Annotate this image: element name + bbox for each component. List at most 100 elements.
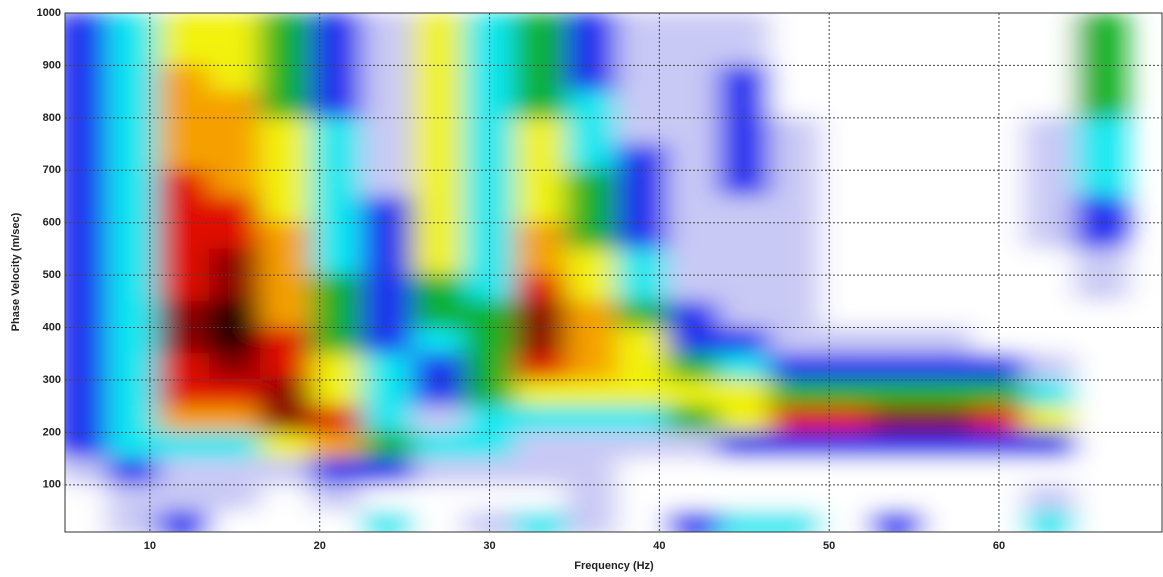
y-tick-label: 800 xyxy=(43,112,61,124)
heatmap-cell xyxy=(310,222,363,250)
heatmap-cell xyxy=(667,222,720,250)
heatmap-cell xyxy=(65,431,108,460)
heatmap-cell xyxy=(718,431,771,460)
heatmap-cell xyxy=(310,300,363,329)
heatmap-cell xyxy=(157,222,210,250)
plot-frame xyxy=(64,12,1163,533)
heatmap-cell xyxy=(922,117,975,145)
heatmap-cell xyxy=(106,274,159,302)
heatmap-cell xyxy=(1074,248,1127,276)
heatmap-cell xyxy=(157,169,210,197)
heatmap-cell xyxy=(259,117,312,145)
heatmap-cell xyxy=(208,248,261,276)
heatmap-cell xyxy=(616,195,669,224)
heatmap-cell xyxy=(208,458,261,486)
heatmap-cell xyxy=(65,327,108,355)
heatmap-cell xyxy=(1023,379,1076,407)
heatmap-cell xyxy=(667,405,720,433)
heatmap-cell xyxy=(718,117,771,145)
heatmap-cell xyxy=(616,91,669,119)
heatmap-cell xyxy=(208,38,261,66)
heatmap-cell xyxy=(310,117,363,145)
heatmap-cell xyxy=(565,64,618,93)
heatmap-cell xyxy=(65,64,108,93)
heatmap-cell xyxy=(565,91,618,119)
heatmap-cell xyxy=(718,274,771,302)
heatmap-cell xyxy=(157,510,210,532)
heatmap-cell xyxy=(718,64,771,93)
heatmap-cell xyxy=(361,91,414,119)
heatmap-cell xyxy=(412,143,465,171)
heatmap-cell xyxy=(65,195,108,224)
heatmap-cell xyxy=(514,353,567,381)
heatmap-cell xyxy=(412,379,465,407)
heatmap-cell xyxy=(157,117,210,145)
heatmap-cell xyxy=(412,64,465,93)
y-tick-label: 900 xyxy=(43,59,61,71)
heatmap-cell xyxy=(361,248,414,276)
heatmap-cell xyxy=(310,143,363,171)
heatmap-cell xyxy=(769,248,822,276)
heatmap-cell xyxy=(310,431,363,460)
heatmap-cell xyxy=(65,222,108,250)
x-tick-label: 50 xyxy=(823,540,835,552)
heatmap-cell xyxy=(718,38,771,66)
heatmap-cell xyxy=(106,405,159,433)
heatmap-cell xyxy=(922,195,975,224)
heatmap-cell xyxy=(412,195,465,224)
heatmap-cell xyxy=(310,405,363,433)
heatmap-cell xyxy=(106,13,159,40)
heatmap-cell xyxy=(412,91,465,119)
heatmap-cell xyxy=(514,379,567,407)
heatmap-cell xyxy=(412,484,465,512)
heatmap-cell xyxy=(616,484,669,512)
x-tick-label: 10 xyxy=(144,540,156,552)
heatmap-cell xyxy=(1023,431,1076,460)
heatmap-cell xyxy=(106,510,159,532)
heatmap-cell xyxy=(565,484,618,512)
heatmap-cell xyxy=(106,91,159,119)
heatmap-cell xyxy=(514,405,567,433)
heatmap-cell xyxy=(106,222,159,250)
heatmap-cell xyxy=(514,327,567,355)
heatmap-cell xyxy=(1074,379,1127,407)
x-tick-label: 40 xyxy=(653,540,665,552)
heatmap-cell xyxy=(616,274,669,302)
heatmap-cell xyxy=(718,458,771,486)
heatmap-cell xyxy=(820,274,873,302)
heatmap-cell xyxy=(565,353,618,381)
heatmap-cell xyxy=(769,222,822,250)
heatmap-cell xyxy=(616,222,669,250)
heatmap-cell xyxy=(616,353,669,381)
x-tick-label: 20 xyxy=(314,540,326,552)
heatmap-cell xyxy=(310,64,363,93)
heatmap-cell xyxy=(922,510,975,532)
heatmap-cell xyxy=(259,143,312,171)
heatmap-cell xyxy=(157,379,210,407)
heatmap-cell xyxy=(616,327,669,355)
heatmap-cell xyxy=(922,300,975,329)
heatmap-cell xyxy=(514,38,567,66)
heatmap-cell xyxy=(1074,38,1127,66)
heatmap-cell xyxy=(157,248,210,276)
heatmap-cell xyxy=(157,274,210,302)
heatmap-cell xyxy=(106,38,159,66)
heatmap-cell xyxy=(769,327,822,355)
heatmap-cell xyxy=(65,143,108,171)
heatmap-cell xyxy=(310,484,363,512)
heatmap-cell xyxy=(922,248,975,276)
heatmap-cell xyxy=(310,353,363,381)
heatmap-cell xyxy=(106,143,159,171)
heatmap-cell xyxy=(871,117,924,145)
heatmap-cell xyxy=(922,64,975,93)
heatmap-cell xyxy=(667,248,720,276)
heatmap-cell xyxy=(1074,484,1127,512)
heatmap-cell xyxy=(361,458,414,486)
heatmap-cell xyxy=(667,117,720,145)
heatmap-cell xyxy=(565,13,618,40)
heatmap-cell xyxy=(820,143,873,171)
heatmap-cell xyxy=(769,91,822,119)
heatmap-cell xyxy=(769,379,822,407)
heatmap-cell xyxy=(667,195,720,224)
heatmap-cell xyxy=(514,458,567,486)
